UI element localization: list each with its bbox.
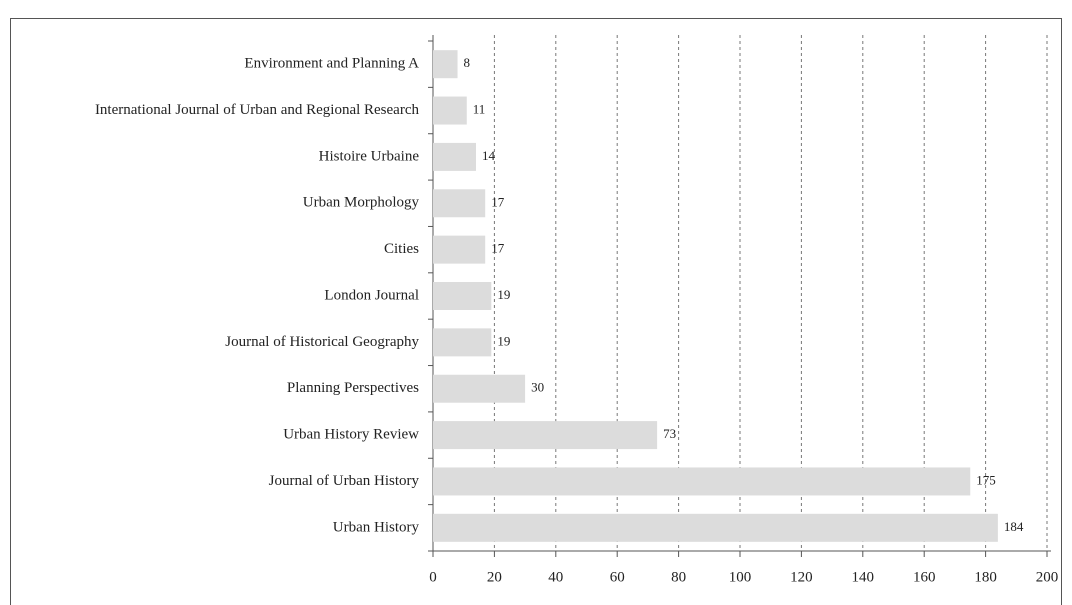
x-tick-label: 180 bbox=[974, 569, 997, 585]
y-tick-label: Histoire Urbaine bbox=[319, 148, 420, 164]
value-label: 14 bbox=[482, 148, 496, 163]
value-label: 30 bbox=[531, 380, 544, 395]
y-tick-label: Urban Morphology bbox=[303, 195, 420, 211]
bar bbox=[433, 374, 526, 403]
x-tick-label: 40 bbox=[548, 569, 563, 585]
bar bbox=[433, 50, 458, 79]
y-tick-label: Urban History bbox=[333, 519, 420, 535]
bar bbox=[433, 189, 486, 218]
value-label: 8 bbox=[464, 55, 471, 70]
y-tick-label: Cities bbox=[384, 241, 419, 257]
y-tick-label: Environment and Planning A bbox=[244, 56, 419, 72]
y-tick-label: Journal of Urban History bbox=[269, 473, 420, 489]
value-label: 19 bbox=[497, 287, 510, 302]
frame bbox=[10, 18, 1062, 605]
x-tick-label: 0 bbox=[429, 569, 437, 585]
bar bbox=[433, 142, 476, 171]
value-label: 73 bbox=[663, 426, 676, 441]
y-tick-label: International Journal of Urban and Regio… bbox=[95, 102, 420, 118]
value-label: 11 bbox=[473, 102, 486, 117]
value-label: 17 bbox=[491, 241, 505, 256]
bar bbox=[433, 282, 492, 310]
y-tick-label: Planning Perspectives bbox=[287, 380, 419, 396]
x-tick-label: 80 bbox=[671, 569, 686, 585]
x-tick-label: 20 bbox=[487, 569, 502, 585]
value-label: 184 bbox=[1004, 519, 1024, 534]
x-tick-label: 200 bbox=[1036, 569, 1059, 585]
y-tick-label: London Journal bbox=[324, 287, 419, 303]
bar bbox=[433, 421, 658, 450]
bar bbox=[433, 235, 486, 264]
value-label: 175 bbox=[976, 472, 996, 487]
x-tick-label: 160 bbox=[913, 569, 936, 585]
y-tick-label: Urban History Review bbox=[283, 427, 419, 443]
y-tick-label: Journal of Historical Geography bbox=[225, 334, 419, 350]
bar bbox=[433, 96, 467, 125]
value-label: 17 bbox=[491, 194, 505, 209]
value-label: 19 bbox=[497, 333, 510, 348]
bar bbox=[433, 513, 998, 542]
bar bbox=[433, 467, 971, 496]
x-tick-label: 120 bbox=[790, 569, 813, 585]
bar bbox=[433, 328, 492, 357]
x-tick-label: 100 bbox=[729, 569, 752, 585]
x-tick-label: 140 bbox=[852, 569, 875, 585]
x-tick-label: 60 bbox=[610, 569, 625, 585]
